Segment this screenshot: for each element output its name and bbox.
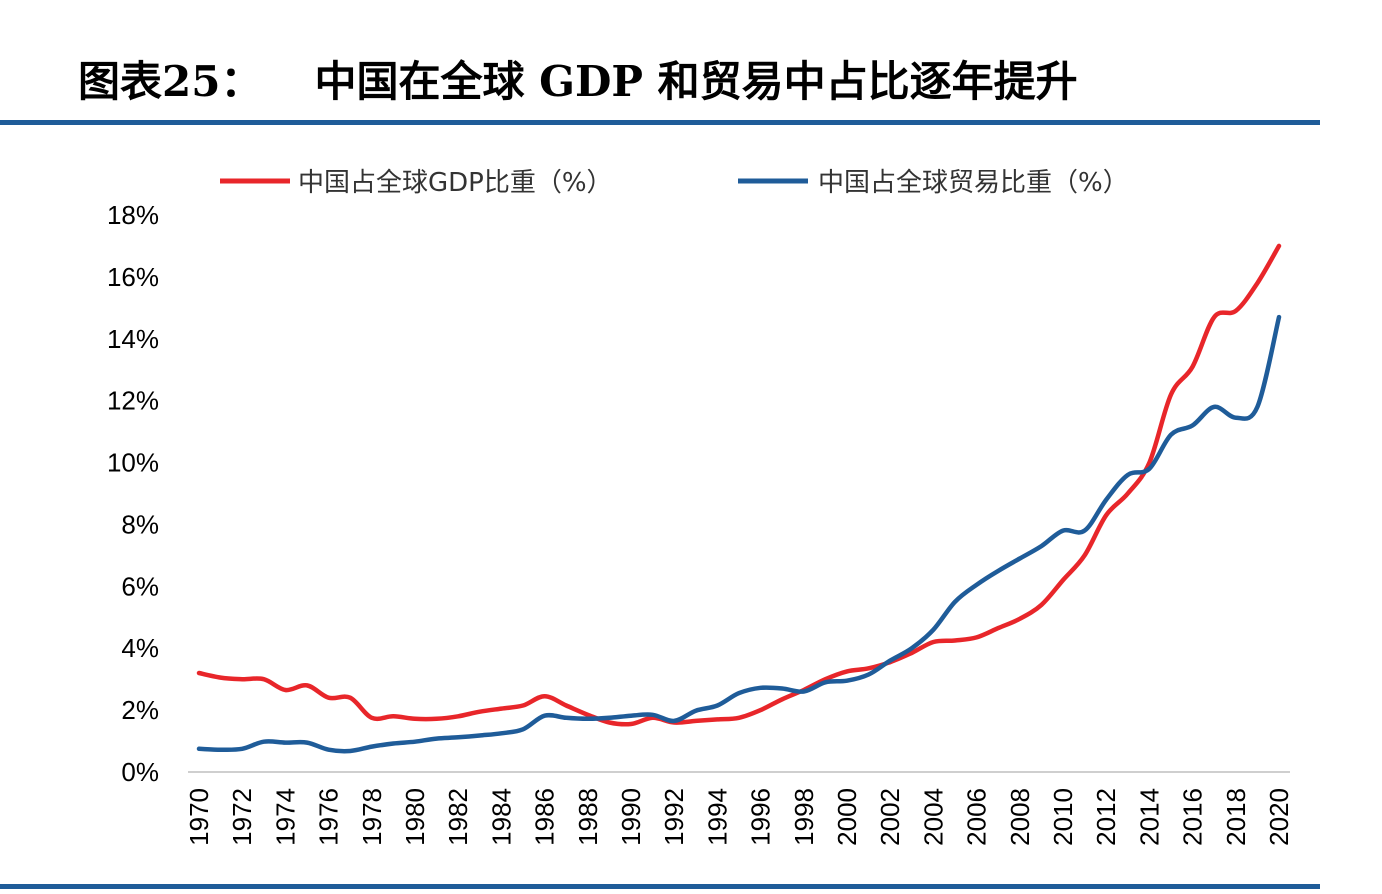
- x-tick-label: 1972: [227, 788, 257, 846]
- y-tick-label: 16%: [107, 262, 159, 292]
- y-tick-label: 18%: [107, 200, 159, 230]
- x-tick-label: 2020: [1264, 788, 1294, 846]
- x-tick-label: 1980: [400, 788, 430, 846]
- y-tick-label: 12%: [107, 386, 159, 416]
- x-tick-label: 1992: [659, 788, 689, 846]
- x-tick-label: 2000: [832, 788, 862, 846]
- x-tick-label: 2004: [918, 788, 948, 846]
- y-tick-label: 10%: [107, 448, 159, 478]
- x-tick-label: 1982: [443, 788, 473, 846]
- x-tick-label: 1976: [314, 788, 344, 846]
- x-tick-label: 1990: [616, 788, 646, 846]
- series-line-2: [196, 314, 1282, 754]
- legend-label-1: 中国占全球GDP比重（%）: [298, 168, 613, 198]
- x-tick-label: 1974: [270, 788, 300, 846]
- y-tick-label: 6%: [121, 571, 159, 601]
- x-tick-label: 1984: [486, 788, 516, 846]
- plot-area: [196, 243, 1282, 754]
- x-tick-label: 1978: [357, 788, 387, 846]
- x-tick-label: 2006: [962, 788, 992, 846]
- y-tick-label: 2%: [121, 695, 159, 725]
- legend: 中国占全球GDP比重（%） 中国占全球贸易比重（%）: [220, 168, 1129, 198]
- y-tick-label: 14%: [107, 324, 159, 354]
- x-tick-label: 2010: [1048, 788, 1078, 846]
- x-tick-label: 1986: [530, 788, 560, 846]
- x-tick-label: 1998: [789, 788, 819, 846]
- bottom-rule: [0, 884, 1320, 889]
- series-line-1: [196, 243, 1282, 727]
- x-tick-label: 2018: [1221, 788, 1251, 846]
- x-tick-label: 1996: [746, 788, 776, 846]
- figure-title: 图表25： 中国在全球 GDP 和贸易中占比逐年提升: [78, 48, 1078, 109]
- x-tick-label: 2016: [1178, 788, 1208, 846]
- x-tick-label: 1988: [573, 788, 603, 846]
- x-tick-label: 2014: [1134, 788, 1164, 846]
- y-tick-label: 8%: [121, 509, 159, 539]
- x-tick-label: 2002: [875, 788, 905, 846]
- x-tick-label: 2012: [1091, 788, 1121, 846]
- legend-label-2: 中国占全球贸易比重（%）: [818, 168, 1129, 198]
- chart-title: 中国在全球 GDP 和贸易中占比逐年提升: [314, 57, 1078, 106]
- x-axis: 1970 1972 1974 1976 1978 1980 1982 1984 1986 1988…: [184, 771, 1294, 846]
- top-rule: [0, 120, 1320, 125]
- figure-label: 图表25：: [78, 57, 263, 106]
- y-axis: 0% 2% 4% 6% 8% 10% 12% 14% 16% 18%: [107, 200, 159, 787]
- y-tick-label: 0%: [121, 757, 159, 787]
- x-tick-label: 2008: [1005, 788, 1035, 846]
- x-tick-label: 1970: [184, 788, 214, 846]
- y-tick-label: 4%: [121, 633, 159, 663]
- x-tick-label: 1994: [702, 788, 732, 846]
